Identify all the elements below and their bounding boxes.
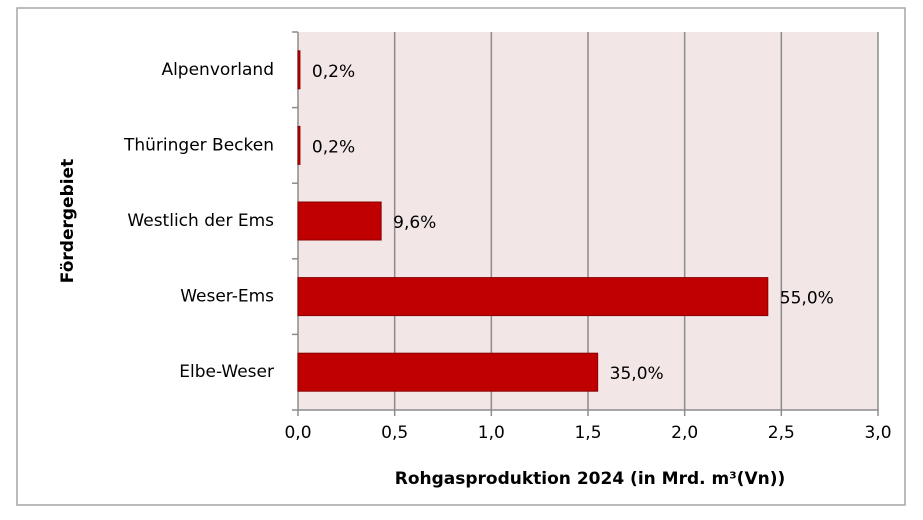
y-axis-title: Fördergebiet: [58, 159, 78, 283]
x-tick-label: 2,5: [768, 423, 795, 443]
y-tick-label: Elbe-Weser: [179, 362, 274, 382]
data-label: 9,6%: [393, 213, 436, 233]
y-tick-label: Thüringer Becken: [123, 135, 274, 155]
bar: [297, 125, 301, 165]
x-tick-label: 2,0: [671, 423, 698, 443]
data-label: 55,0%: [780, 289, 834, 309]
x-tick-label: 0,5: [381, 423, 408, 443]
x-tick-label: 1,5: [574, 423, 601, 443]
bar: [297, 201, 382, 241]
data-label: 0,2%: [312, 137, 355, 157]
x-tick-label: 3,0: [864, 423, 891, 443]
y-tick-label: Westlich der Ems: [127, 211, 274, 231]
data-label: 35,0%: [610, 364, 664, 384]
bar: [297, 352, 599, 392]
data-label: 0,2%: [312, 62, 355, 82]
bar: [297, 277, 769, 317]
x-tick-label: 1,0: [478, 423, 505, 443]
x-tick-label: 0,0: [284, 423, 311, 443]
y-tick-label: Weser-Ems: [180, 287, 274, 307]
y-tick-label: Alpenvorland: [161, 60, 274, 80]
x-axis-title: Rohgasproduktion 2024 (in Mrd. m³(Vn)): [395, 469, 786, 489]
bar: [297, 50, 301, 90]
